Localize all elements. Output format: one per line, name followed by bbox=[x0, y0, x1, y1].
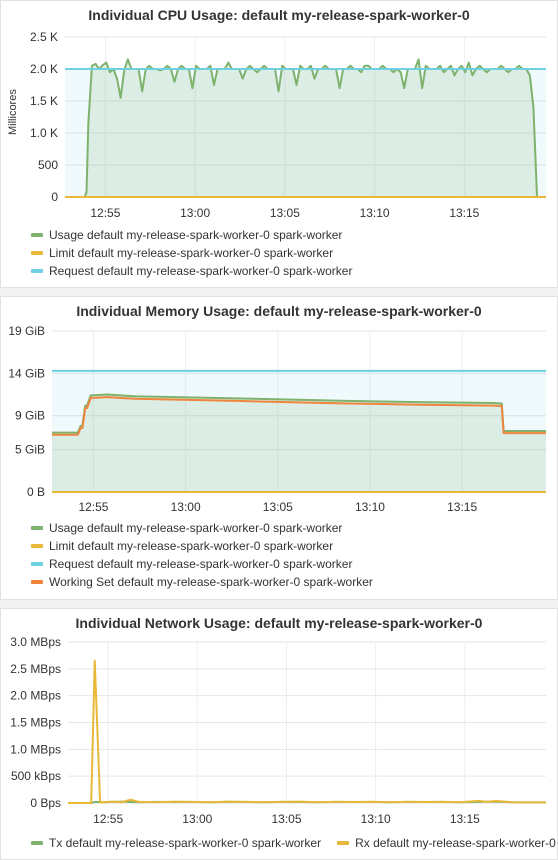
y-tick-label: 19 GiB bbox=[8, 324, 45, 338]
y-tick-label: 9 GiB bbox=[15, 409, 45, 423]
y-tick-label: 500 kBps bbox=[11, 769, 61, 783]
series-area-fill bbox=[52, 394, 546, 492]
legend-label: Usage default my-release-spark-worker-0 … bbox=[49, 521, 343, 535]
x-tick-label: 12:55 bbox=[78, 500, 108, 514]
y-tick-label: 1.5 MBps bbox=[10, 716, 61, 730]
y-tick-label: 1.5 K bbox=[30, 94, 58, 108]
y-tick-label: 1.0 K bbox=[30, 126, 58, 140]
chart-legend: Tx default my-release-spark-worker-0 spa… bbox=[31, 834, 558, 852]
legend-item[interactable]: Working Set default my-release-spark-wor… bbox=[31, 573, 373, 591]
y-tick-label: 3.0 MBps bbox=[10, 635, 61, 649]
legend-swatch bbox=[31, 251, 43, 255]
legend-swatch bbox=[31, 526, 43, 530]
legend-item[interactable]: Usage default my-release-spark-worker-0 … bbox=[31, 226, 352, 244]
legend-swatch bbox=[337, 841, 350, 845]
x-tick-label: 13:05 bbox=[270, 206, 300, 220]
x-tick-label: 13:00 bbox=[180, 206, 210, 220]
y-axis-label: Millicores bbox=[7, 89, 19, 135]
x-tick-label: 12:55 bbox=[93, 812, 123, 826]
chart-legend: Usage default my-release-spark-worker-0 … bbox=[31, 519, 373, 591]
legend-item[interactable]: Request default my-release-spark-worker-… bbox=[31, 555, 373, 573]
x-tick-label: 13:05 bbox=[271, 812, 301, 826]
request-area-fill bbox=[65, 69, 546, 197]
y-tick-label: 5 GiB bbox=[15, 443, 45, 457]
legend-swatch bbox=[31, 233, 43, 237]
legend-swatch bbox=[31, 580, 43, 584]
legend-label: Tx default my-release-spark-worker-0 spa… bbox=[49, 836, 322, 850]
legend-swatch bbox=[31, 562, 43, 566]
x-tick-label: 13:10 bbox=[360, 206, 390, 220]
legend-item[interactable]: Tx default my-release-spark-worker-0 spa… bbox=[31, 834, 321, 852]
chart-legend: Usage default my-release-spark-worker-0 … bbox=[31, 226, 352, 280]
legend-label: Request default my-release-spark-worker-… bbox=[49, 264, 353, 278]
network-usage-chart[interactable]: 0 Bps 500 kBps 1.0 MBps 1.5 MBps 2.0 MBps 2.5… bbox=[1, 609, 558, 831]
panel-title[interactable]: Individual Network Usage: default my-rel… bbox=[75, 615, 483, 631]
x-tick-label: 13:15 bbox=[450, 812, 480, 826]
legend-label: Working Set default my-release-spark-wor… bbox=[49, 575, 373, 589]
x-tick-label: 13:00 bbox=[182, 812, 212, 826]
legend-label: Request default my-release-spark-worker-… bbox=[49, 557, 353, 571]
x-tick-label: 13:00 bbox=[171, 500, 201, 514]
legend-item[interactable]: Limit default my-release-spark-worker-0 … bbox=[31, 537, 373, 555]
y-tick-label: 2.0 MBps bbox=[10, 689, 61, 703]
series-line[interactable] bbox=[52, 396, 546, 436]
y-tick-label: 500 bbox=[38, 158, 58, 172]
series-line[interactable] bbox=[52, 393, 546, 434]
series-line[interactable] bbox=[68, 659, 546, 804]
legend-item[interactable]: Rx default my-release-spark-worker-0 spa… bbox=[337, 834, 558, 852]
legend-label: Usage default my-release-spark-worker-0 … bbox=[49, 228, 343, 242]
y-tick-label: 2.5 K bbox=[30, 30, 58, 44]
network-usage-panel: Individual Network Usage: default my-rel… bbox=[0, 608, 558, 860]
legend-swatch bbox=[31, 841, 43, 845]
x-tick-label: 13:10 bbox=[361, 812, 391, 826]
request-area-fill bbox=[52, 370, 546, 492]
cpu-usage-chart[interactable]: 0 500 1.0 K 1.5 K 2.0 K 2.5 K 12:55 13:00 13:05 1… bbox=[1, 1, 558, 226]
memory-usage-panel: Individual Memory Usage: default my-rele… bbox=[0, 296, 558, 600]
x-tick-label: 13:15 bbox=[449, 206, 479, 220]
y-tick-label: 0 bbox=[51, 190, 58, 204]
x-tick-label: 13:05 bbox=[263, 500, 293, 514]
x-tick-label: 13:10 bbox=[355, 500, 385, 514]
y-tick-label: 2.5 MBps bbox=[10, 662, 61, 676]
x-tick-label: 13:15 bbox=[447, 500, 477, 514]
y-tick-label: 2.0 K bbox=[30, 62, 58, 76]
x-tick-label: 12:55 bbox=[90, 206, 120, 220]
legend-item[interactable]: Request default my-release-spark-worker-… bbox=[31, 262, 352, 280]
legend-label: Limit default my-release-spark-worker-0 … bbox=[49, 539, 334, 553]
cpu-usage-panel: Individual CPU Usage: default my-release… bbox=[0, 0, 558, 288]
memory-usage-chart[interactable]: 0 B 5 GiB 9 GiB 14 GiB 19 GiB 12:55 13:00 13:05… bbox=[1, 297, 558, 517]
legend-item[interactable]: Usage default my-release-spark-worker-0 … bbox=[31, 519, 373, 537]
legend-swatch bbox=[31, 544, 43, 548]
panel-title[interactable]: Individual CPU Usage: default my-release… bbox=[88, 7, 470, 23]
y-tick-label: 0 Bps bbox=[30, 796, 61, 810]
legend-label: Rx default my-release-spark-worker-0 spa… bbox=[355, 836, 558, 850]
legend-label: Limit default my-release-spark-worker-0 … bbox=[49, 246, 334, 260]
legend-item[interactable]: Limit default my-release-spark-worker-0 … bbox=[31, 244, 352, 262]
y-tick-label: 1.0 MBps bbox=[10, 742, 61, 756]
series-area-fill bbox=[65, 59, 546, 198]
legend-swatch bbox=[31, 269, 43, 273]
y-tick-label: 14 GiB bbox=[8, 366, 45, 380]
panel-title[interactable]: Individual Memory Usage: default my-rele… bbox=[76, 303, 482, 319]
y-tick-label: 0 B bbox=[27, 485, 45, 499]
